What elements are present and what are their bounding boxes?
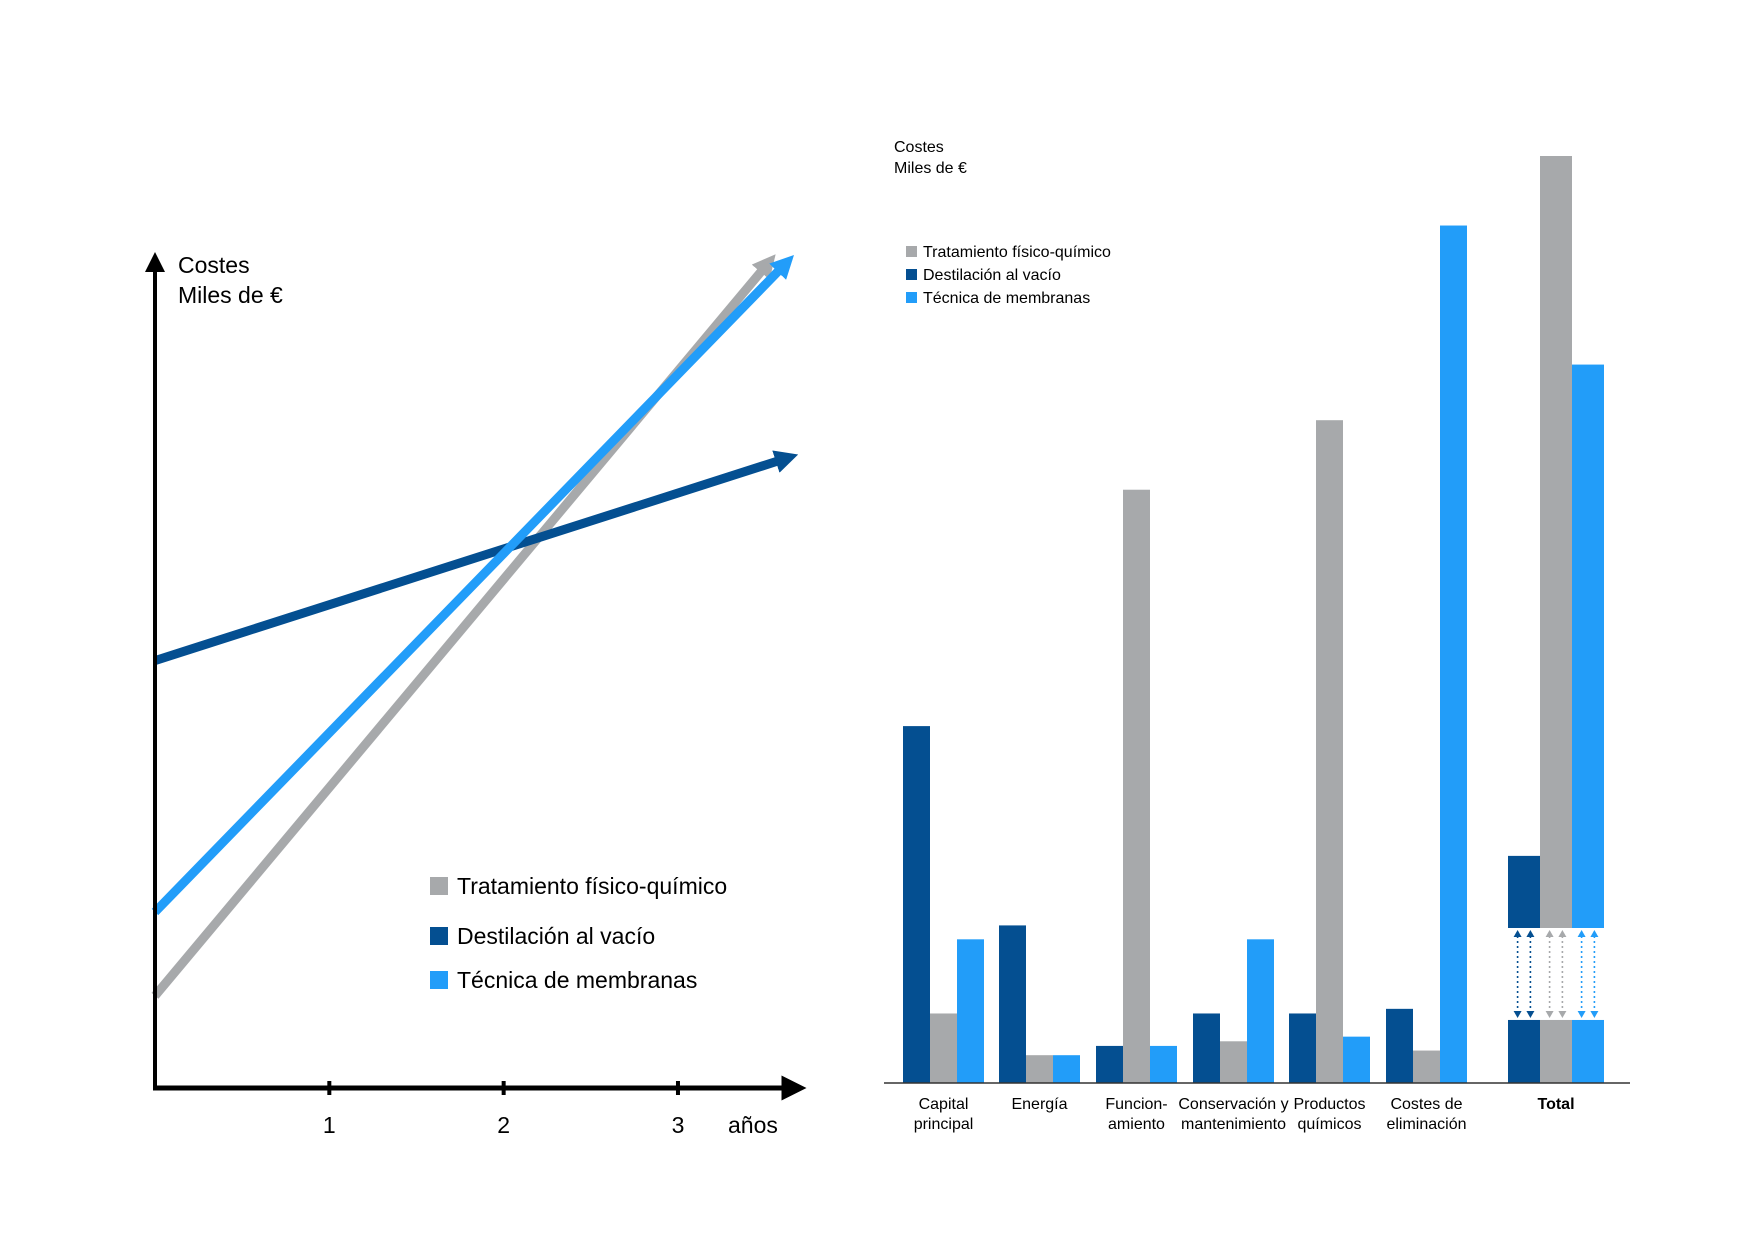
legend-label: Destilación al vacío bbox=[923, 267, 1061, 284]
bar bbox=[1193, 1013, 1220, 1083]
category-label: Energía bbox=[1011, 1096, 1067, 1113]
legend-label: Tratamiento físico-químico bbox=[457, 873, 727, 899]
bar bbox=[1289, 1013, 1316, 1083]
bar bbox=[903, 726, 930, 1083]
category-label: químicos bbox=[1297, 1116, 1361, 1133]
line-chart-ylabel-1: Costes bbox=[178, 252, 250, 278]
category-label: mantenimiento bbox=[1181, 1116, 1286, 1133]
bar bbox=[1247, 939, 1274, 1083]
line-chart-x-ticks: 1 2 3 bbox=[323, 1081, 684, 1138]
category-label: Productos bbox=[1293, 1096, 1365, 1113]
arrow-head-up bbox=[1526, 930, 1535, 937]
bar-chart-total-arrows bbox=[1513, 930, 1599, 1018]
legend-label: Técnica de membranas bbox=[457, 967, 697, 993]
category-label: principal bbox=[914, 1116, 974, 1133]
total-bar-top bbox=[1572, 364, 1604, 928]
x-tick-label: 3 bbox=[672, 1112, 685, 1138]
legend-swatch bbox=[430, 971, 448, 989]
x-tick-label: 1 bbox=[323, 1112, 336, 1138]
x-tick-label: 2 bbox=[497, 1112, 510, 1138]
category-label: eliminación bbox=[1386, 1116, 1466, 1133]
bar-chart-legend: Tratamiento físico-químico Destilación al… bbox=[906, 244, 1111, 307]
bar bbox=[1343, 1036, 1370, 1083]
arrow-head-down bbox=[1545, 1010, 1554, 1018]
line-chart: Costes Miles de € 1 2 3 años Tratamiento f… bbox=[145, 252, 807, 1138]
arrow-head-up bbox=[1590, 930, 1599, 937]
bar bbox=[1053, 1055, 1080, 1083]
category-label: Costes de bbox=[1390, 1096, 1462, 1113]
line-series-1 bbox=[153, 450, 799, 665]
total-bar-base bbox=[1508, 1019, 1540, 1083]
arrow-head-down bbox=[1577, 1010, 1586, 1018]
total-bar-top bbox=[1540, 156, 1572, 928]
bar bbox=[1220, 1041, 1247, 1083]
category-label: Funcion- bbox=[1105, 1096, 1167, 1113]
legend-label: Destilación al vacío bbox=[457, 923, 655, 949]
bar-chart-ylabel-2: Miles de € bbox=[894, 160, 967, 177]
total-bar-top bbox=[1508, 855, 1540, 928]
arrow-head-down bbox=[1590, 1010, 1599, 1018]
bar-chart: Costes Miles de € Tratamiento físico-quí… bbox=[884, 139, 1630, 1133]
bar bbox=[999, 925, 1026, 1083]
arrow-head-up bbox=[1577, 930, 1586, 937]
legend-swatch bbox=[430, 877, 448, 895]
bar-chart-ylabel-1: Costes bbox=[894, 139, 944, 156]
legend-swatch bbox=[906, 269, 917, 280]
bar bbox=[1026, 1055, 1053, 1083]
bar bbox=[1440, 225, 1467, 1083]
bar bbox=[1316, 420, 1343, 1083]
bar bbox=[1150, 1045, 1177, 1083]
total-bar-base bbox=[1572, 1019, 1604, 1083]
bar bbox=[930, 1013, 957, 1083]
legend-label: Tratamiento físico-químico bbox=[923, 244, 1111, 261]
legend-swatch bbox=[906, 246, 917, 257]
category-label: Capital bbox=[919, 1096, 969, 1113]
line-chart-xlabel: años bbox=[728, 1112, 778, 1138]
legend-swatch bbox=[430, 927, 448, 945]
arrow-head-down bbox=[1526, 1010, 1535, 1018]
arrow-head-down bbox=[1513, 1010, 1522, 1018]
legend-swatch bbox=[906, 292, 917, 303]
line-series-2 bbox=[151, 255, 794, 916]
legend-label: Técnica de membranas bbox=[923, 290, 1090, 307]
bar bbox=[957, 939, 984, 1083]
bar bbox=[1413, 1050, 1440, 1083]
arrow-head-down bbox=[1558, 1010, 1567, 1018]
bar bbox=[1123, 489, 1150, 1084]
arrow-head-up bbox=[1545, 930, 1554, 937]
bar-chart-category-labels: Capital principal Energía Funcion-amiento Co… bbox=[914, 1096, 1575, 1133]
bar bbox=[1386, 1008, 1413, 1083]
arrow-head-up bbox=[1558, 930, 1567, 937]
category-label: amiento bbox=[1108, 1116, 1165, 1133]
bar-chart-bars bbox=[903, 156, 1604, 1084]
line-chart-ylabel-2: Miles de € bbox=[178, 282, 283, 308]
category-label: Total bbox=[1537, 1096, 1574, 1113]
line-chart-legend: Tratamiento físico-químico Destilación al… bbox=[430, 873, 727, 993]
total-bar-base bbox=[1540, 1019, 1572, 1083]
line-chart-series-group bbox=[151, 254, 799, 999]
bar bbox=[1096, 1045, 1123, 1083]
category-label: Conservación y bbox=[1178, 1096, 1288, 1113]
arrow-head-up bbox=[1513, 930, 1522, 937]
